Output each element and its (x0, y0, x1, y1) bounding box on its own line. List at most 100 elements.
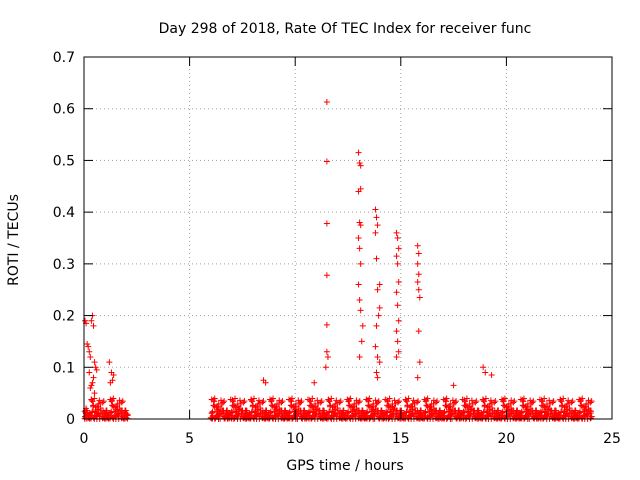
data-point (560, 395, 567, 402)
data-point (437, 407, 444, 414)
data-point (235, 412, 242, 419)
data-point (309, 404, 316, 411)
data-point (355, 235, 362, 241)
data-point (357, 222, 364, 229)
y-tick-label: 0.2 (53, 309, 75, 325)
data-point (248, 409, 255, 416)
data-point (88, 317, 95, 324)
data-point (414, 374, 421, 381)
data-point (453, 398, 460, 405)
data-point (511, 398, 518, 405)
data-point (587, 414, 594, 421)
data-point (323, 220, 330, 227)
data-point (374, 286, 381, 293)
data-point (297, 408, 304, 415)
data-point (465, 407, 472, 414)
data-point (323, 348, 330, 355)
data-point (316, 408, 323, 415)
data-point (106, 359, 113, 366)
data-point (414, 242, 421, 249)
data-point (538, 409, 545, 416)
x-tick-label: 0 (80, 431, 89, 447)
data-point (373, 369, 380, 376)
data-point (415, 250, 422, 257)
data-point (387, 407, 394, 414)
data-point (309, 395, 316, 402)
data-point (549, 399, 556, 406)
data-point (375, 312, 382, 319)
data-point (93, 366, 100, 373)
data-point (472, 399, 479, 406)
data-point (366, 395, 373, 402)
data-point (373, 214, 380, 221)
data-point (501, 395, 508, 402)
data-point (374, 399, 381, 406)
data-point (386, 404, 393, 411)
data-point (323, 158, 330, 165)
x-tick-label: 20 (497, 431, 515, 447)
data-point (262, 379, 269, 386)
data-point (124, 412, 131, 419)
data-point (565, 397, 572, 404)
data-point (416, 359, 423, 366)
data-point (318, 398, 325, 405)
x-tick-labels: 0 5 10 15 20 25 (80, 431, 621, 447)
data-point (355, 149, 362, 156)
data-point (415, 271, 422, 278)
data-point (482, 395, 489, 402)
y-tick-label: 0.3 (53, 257, 75, 273)
data-point (232, 395, 239, 402)
data-point (547, 400, 554, 407)
data-point (422, 409, 429, 416)
data-point (405, 395, 412, 402)
data-point (82, 317, 89, 324)
data-point (469, 400, 476, 407)
data-point (310, 407, 317, 414)
data-point (89, 409, 96, 416)
data-point (415, 286, 422, 293)
data-point (88, 382, 95, 389)
data-point (416, 294, 423, 301)
data-point (443, 395, 450, 402)
data-point (279, 398, 286, 405)
data-point (313, 412, 320, 419)
data-point (568, 399, 575, 406)
data-point (356, 160, 363, 167)
data-point (323, 98, 330, 105)
data-point (463, 395, 470, 402)
data-point (260, 398, 267, 405)
data-point (392, 400, 399, 407)
data-point (328, 395, 335, 402)
data-point (323, 321, 330, 328)
y-tick-label: 0.5 (53, 153, 75, 169)
data-point (374, 374, 381, 381)
data-point (376, 304, 383, 311)
data-point (220, 399, 227, 406)
data-point (228, 408, 235, 415)
data-point (537, 408, 544, 415)
data-point (345, 409, 352, 416)
data-point (99, 399, 106, 406)
data-point (110, 395, 117, 402)
data-point (520, 395, 527, 402)
data-point (355, 188, 362, 195)
data-point (83, 407, 90, 414)
data-point (492, 398, 499, 405)
data-point (415, 398, 422, 405)
data-point (243, 407, 250, 414)
data-point (467, 412, 474, 419)
data-point (372, 229, 379, 236)
data-point (91, 359, 98, 366)
data-point (394, 260, 401, 267)
data-point (86, 348, 93, 355)
data-point (424, 395, 431, 402)
x-axis-label: GPS time / hours (286, 458, 403, 474)
data-point (209, 409, 216, 416)
data-point (480, 409, 487, 416)
data-point (337, 398, 344, 405)
data-point (395, 399, 401, 406)
data-point (340, 407, 347, 414)
data-point (390, 412, 397, 419)
data-point (347, 395, 354, 402)
data-point (393, 229, 400, 236)
